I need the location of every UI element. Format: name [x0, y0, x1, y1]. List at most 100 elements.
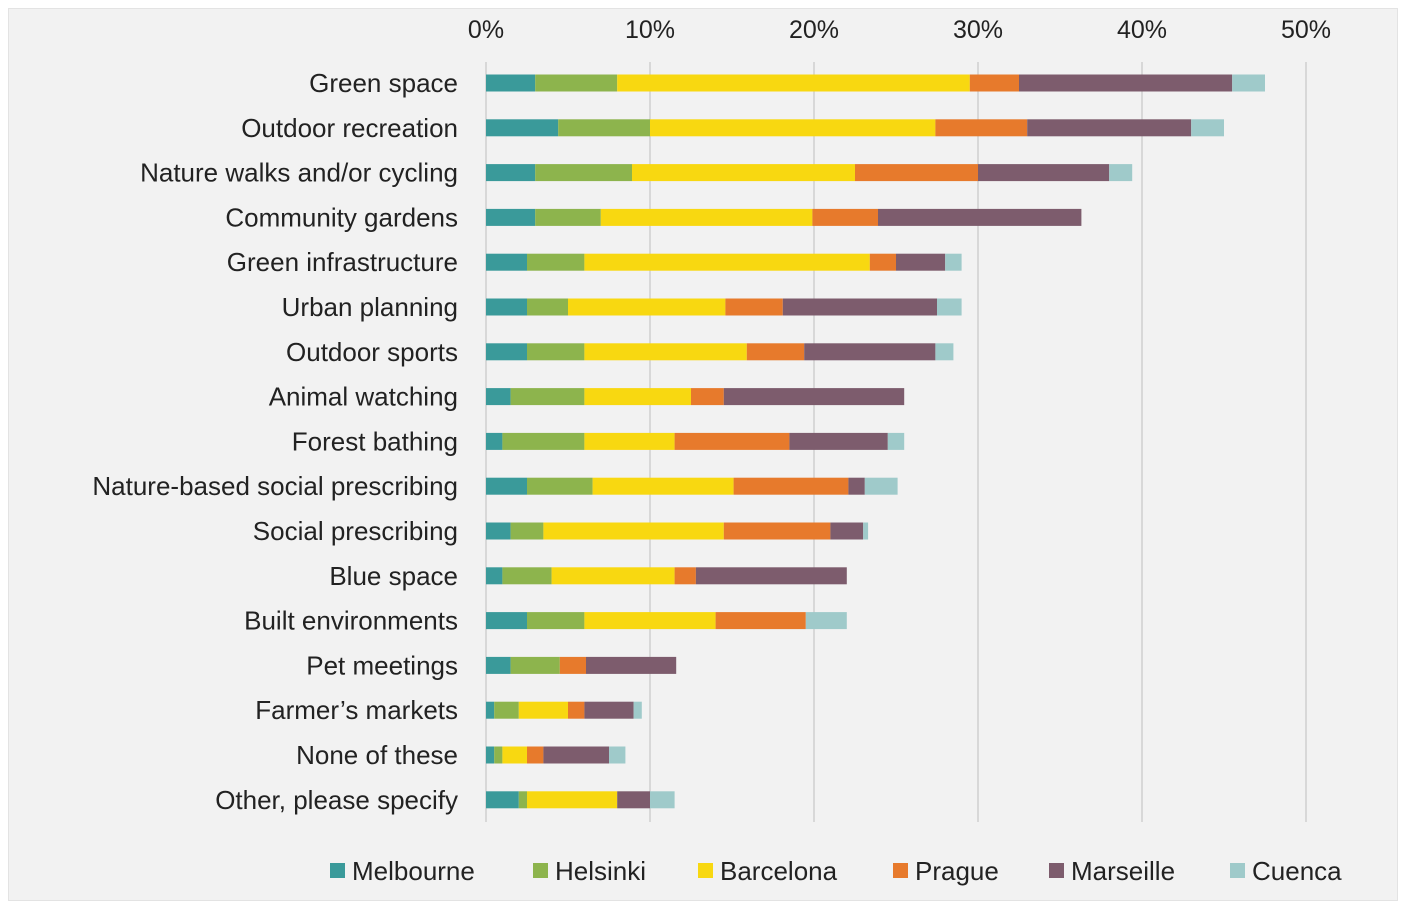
bars — [486, 74, 1265, 809]
bar-prague-blue-space — [674, 567, 696, 585]
bar-helsinki-pet-meetings — [510, 656, 560, 674]
bar-helsinki-urban-planning — [527, 298, 568, 316]
x-tick-label: 40% — [1117, 16, 1167, 44]
bar-barcelona-built-environments — [584, 612, 716, 630]
bar-helsinki-other-please-specify — [518, 791, 527, 809]
bar-helsinki-community-gardens — [535, 208, 601, 226]
bar-cuenca-nature-based-social-prescribing — [864, 477, 898, 495]
bar-marseille-blue-space — [695, 567, 847, 585]
bar-cuenca-green-infrastructure — [945, 253, 962, 271]
legend-label-barcelona: Barcelona — [720, 856, 838, 886]
category-label: Blue space — [329, 561, 458, 591]
legend-label-melbourne: Melbourne — [352, 856, 475, 886]
category-label: Outdoor recreation — [241, 113, 458, 143]
bar-prague-forest-bathing — [674, 432, 790, 450]
category-label: Other, please specify — [215, 785, 458, 815]
bar-melbourne-animal-watching — [486, 388, 511, 406]
bar-marseille-other-please-specify — [617, 791, 650, 809]
category-label: Nature-based social prescribing — [92, 471, 458, 501]
bar-marseille-nature-walks-and-or-cycling — [978, 164, 1110, 182]
legend-swatch-cuenca — [1230, 863, 1245, 878]
bar-barcelona-farmer-s-markets — [518, 701, 568, 719]
bar-marseille-nature-based-social-prescribing — [848, 477, 865, 495]
bar-melbourne-outdoor-recreation — [486, 119, 559, 137]
category-label: Green space — [309, 68, 458, 98]
bar-marseille-outdoor-sports — [804, 343, 936, 361]
bar-prague-social-prescribing — [723, 522, 831, 540]
bar-prague-none-of-these — [527, 746, 544, 764]
bar-helsinki-green-infrastructure — [527, 253, 585, 271]
bar-melbourne-green-space — [486, 74, 536, 92]
x-tick-label: 20% — [789, 16, 839, 44]
bar-cuenca-social-prescribing — [863, 522, 869, 540]
x-tick-label: 0% — [468, 16, 504, 44]
bar-barcelona-urban-planning — [568, 298, 726, 316]
legend-swatch-melbourne — [330, 863, 345, 878]
bar-marseille-none-of-these — [543, 746, 609, 764]
legend-swatch-helsinki — [533, 863, 548, 878]
bar-helsinki-outdoor-recreation — [558, 119, 650, 137]
bar-helsinki-blue-space — [502, 567, 552, 585]
bar-barcelona-outdoor-recreation — [650, 119, 936, 137]
bar-prague-green-infrastructure — [869, 253, 896, 271]
chart-background — [8, 8, 1398, 901]
bar-barcelona-forest-bathing — [584, 432, 675, 450]
bar-melbourne-outdoor-sports — [486, 343, 527, 361]
category-label: Community gardens — [225, 202, 458, 232]
x-tick-label: 50% — [1281, 16, 1331, 44]
category-label: None of these — [296, 740, 458, 770]
bar-melbourne-nature-based-social-prescribing — [486, 477, 527, 495]
bar-barcelona-nature-walks-and-or-cycling — [632, 164, 855, 182]
bar-cuenca-urban-planning — [937, 298, 962, 316]
bar-prague-built-environments — [715, 612, 806, 630]
bar-prague-outdoor-sports — [746, 343, 805, 361]
bar-helsinki-outdoor-sports — [527, 343, 585, 361]
bar-cuenca-nature-walks-and-or-cycling — [1109, 164, 1133, 182]
bar-marseille-green-infrastructure — [896, 253, 946, 271]
bar-helsinki-social-prescribing — [510, 522, 544, 540]
bar-barcelona-outdoor-sports — [584, 343, 747, 361]
bar-helsinki-built-environments — [527, 612, 585, 630]
bar-melbourne-none-of-these — [486, 746, 495, 764]
bar-melbourne-other-please-specify — [486, 791, 519, 809]
bar-barcelona-social-prescribing — [543, 522, 724, 540]
bar-melbourne-forest-bathing — [486, 432, 503, 450]
bar-cuenca-farmer-s-markets — [633, 701, 642, 719]
bar-helsinki-forest-bathing — [502, 432, 585, 450]
x-tick-label: 30% — [953, 16, 1003, 44]
bar-marseille-green-space — [1019, 74, 1233, 92]
bar-cuenca-outdoor-recreation — [1191, 119, 1224, 137]
bar-helsinki-nature-based-social-prescribing — [527, 477, 593, 495]
bar-helsinki-green-space — [535, 74, 618, 92]
legend-label-prague: Prague — [915, 856, 999, 886]
category-label: Nature walks and/or cycling — [140, 158, 458, 188]
bar-prague-farmer-s-markets — [568, 701, 585, 719]
bar-helsinki-nature-walks-and-or-cycling — [535, 164, 632, 182]
bar-marseille-pet-meetings — [586, 656, 677, 674]
category-label: Built environments — [244, 606, 458, 636]
gridlines — [485, 62, 1307, 822]
bar-barcelona-community-gardens — [600, 208, 813, 226]
legend-label-helsinki: Helsinki — [555, 856, 646, 886]
bar-marseille-outdoor-recreation — [1027, 119, 1192, 137]
bar-melbourne-farmer-s-markets — [486, 701, 495, 719]
bar-cuenca-built-environments — [805, 612, 847, 630]
bar-melbourne-green-infrastructure — [486, 253, 527, 271]
bar-prague-nature-walks-and-or-cycling — [855, 164, 978, 182]
bar-helsinki-none-of-these — [494, 746, 503, 764]
bar-helsinki-farmer-s-markets — [494, 701, 519, 719]
bar-prague-outdoor-recreation — [935, 119, 1028, 137]
legend-swatch-barcelona — [698, 863, 713, 878]
bar-marseille-community-gardens — [878, 208, 1082, 226]
bar-prague-nature-based-social-prescribing — [733, 477, 849, 495]
bar-helsinki-animal-watching — [510, 388, 585, 406]
x-tick-label: 10% — [625, 16, 675, 44]
legend-swatch-prague — [893, 863, 908, 878]
legend-swatch-marseille — [1049, 863, 1064, 878]
legend-label-cuenca: Cuenca — [1252, 856, 1342, 886]
category-label: Urban planning — [282, 292, 458, 322]
bar-melbourne-pet-meetings — [486, 656, 511, 674]
category-label: Pet meetings — [306, 650, 458, 680]
bar-barcelona-green-space — [617, 74, 970, 92]
